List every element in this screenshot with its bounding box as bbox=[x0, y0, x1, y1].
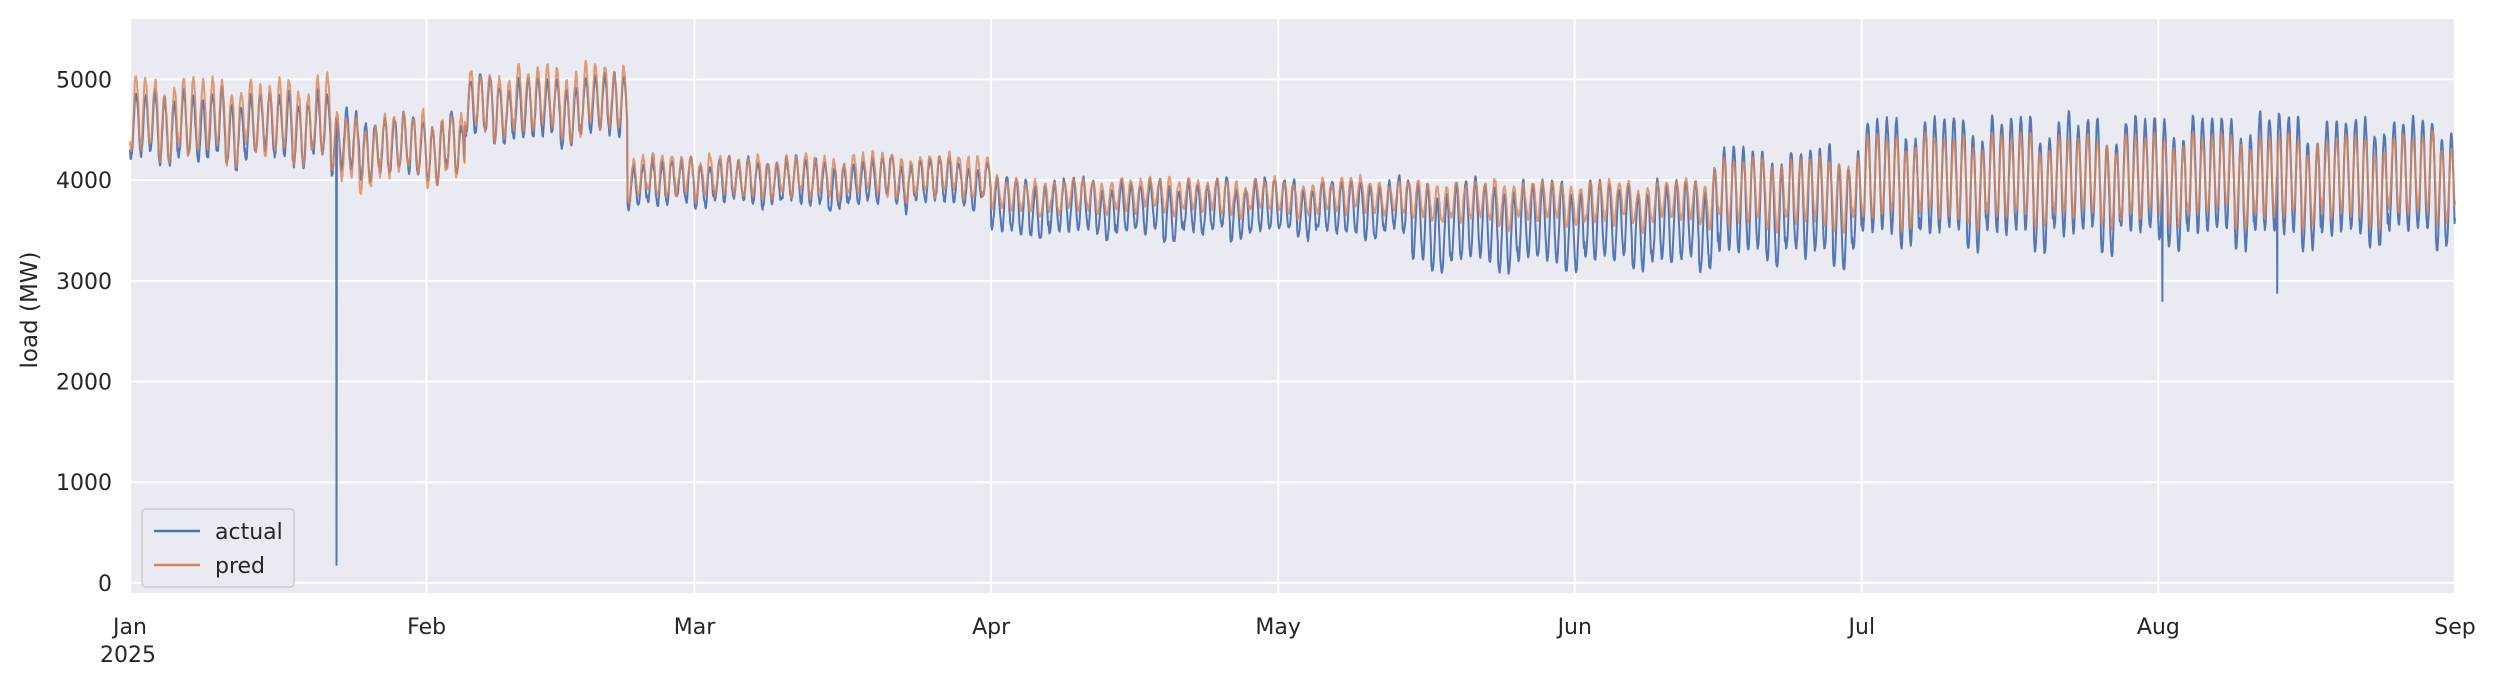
grid-layer bbox=[129, 19, 2456, 593]
y-tick-label: 5000 bbox=[56, 68, 112, 93]
x-tick-label: Sep bbox=[2434, 615, 2475, 640]
y-axis-title: load (MW) bbox=[17, 252, 43, 369]
y-tick-labels: 0 1000 2000 3000 4000 5000 bbox=[56, 68, 112, 597]
legend-box bbox=[141, 508, 295, 588]
y-tick-label: 2000 bbox=[56, 371, 112, 396]
x-tick-label: Jun bbox=[1556, 615, 1592, 640]
x-tick-label: Jul bbox=[1847, 615, 1876, 640]
x-tick-label: Aug bbox=[2137, 615, 2180, 640]
y-tick-label: 4000 bbox=[56, 169, 112, 194]
legend-label-actual: actual bbox=[215, 520, 283, 545]
x-tick-labels: Jan Feb Mar Apr May Jun Jul Aug Sep bbox=[111, 615, 2476, 640]
legend-label-pred: pred bbox=[215, 554, 265, 579]
series-line-pred bbox=[129, 59, 2456, 235]
y-tick-label: 1000 bbox=[56, 471, 112, 496]
x-tick-label: May bbox=[1255, 615, 1300, 640]
x-year-label: 2025 bbox=[100, 643, 156, 668]
series-layer bbox=[129, 59, 2456, 566]
y-tick-label: 3000 bbox=[56, 270, 112, 295]
legend: actual pred bbox=[141, 508, 295, 588]
y-tick-label: 0 bbox=[98, 572, 112, 597]
x-tick-label: Feb bbox=[407, 615, 446, 640]
x-tick-label: Jan bbox=[111, 615, 147, 640]
x-tick-label: Apr bbox=[972, 615, 1011, 640]
x-tick-label: Mar bbox=[674, 615, 716, 640]
